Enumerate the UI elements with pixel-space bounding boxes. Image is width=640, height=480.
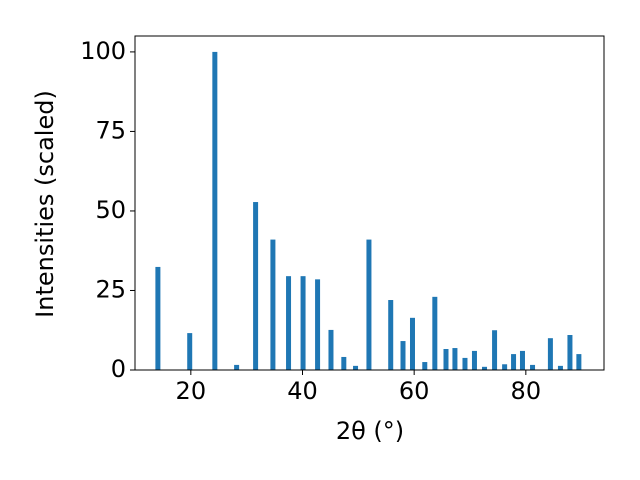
bar bbox=[300, 276, 306, 370]
bar bbox=[366, 239, 372, 370]
bar bbox=[452, 348, 458, 370]
bar bbox=[315, 279, 321, 370]
bar bbox=[432, 296, 438, 370]
bar bbox=[253, 202, 259, 370]
y-tick-label: 25 bbox=[95, 275, 126, 303]
x-tick-label: 20 bbox=[176, 377, 207, 405]
y-tick-label: 0 bbox=[111, 355, 126, 383]
bar bbox=[341, 356, 347, 370]
bar bbox=[328, 329, 334, 370]
bar bbox=[576, 354, 582, 370]
bar bbox=[462, 357, 468, 370]
bar bbox=[471, 350, 477, 370]
bar bbox=[270, 239, 276, 370]
bar bbox=[353, 365, 359, 370]
bar bbox=[155, 266, 161, 370]
bar bbox=[511, 354, 517, 370]
bar bbox=[286, 276, 292, 370]
bar bbox=[547, 338, 553, 370]
bar bbox=[567, 335, 573, 370]
bar bbox=[400, 341, 406, 370]
bar bbox=[187, 333, 193, 370]
y-tick-label: 75 bbox=[95, 116, 126, 144]
bar bbox=[409, 317, 415, 370]
x-tick-label: 80 bbox=[511, 377, 542, 405]
y-tick-label: 50 bbox=[95, 196, 126, 224]
bar bbox=[212, 51, 218, 371]
x-axis-label: 2θ (°) bbox=[336, 417, 404, 445]
bar bbox=[422, 362, 428, 370]
bar bbox=[443, 349, 449, 370]
bar bbox=[388, 300, 394, 370]
bar bbox=[482, 366, 488, 370]
plot-frame bbox=[134, 35, 605, 371]
bar bbox=[557, 365, 563, 370]
bar bbox=[519, 350, 525, 370]
bar bbox=[234, 364, 240, 370]
bar bbox=[502, 364, 508, 370]
y-tick-label: 100 bbox=[80, 37, 126, 65]
bar bbox=[530, 364, 536, 370]
x-tick-label: 60 bbox=[399, 377, 430, 405]
x-tick-label: 40 bbox=[287, 377, 318, 405]
bar bbox=[492, 330, 498, 370]
y-axis-label: Intensities (scaled) bbox=[31, 90, 59, 318]
